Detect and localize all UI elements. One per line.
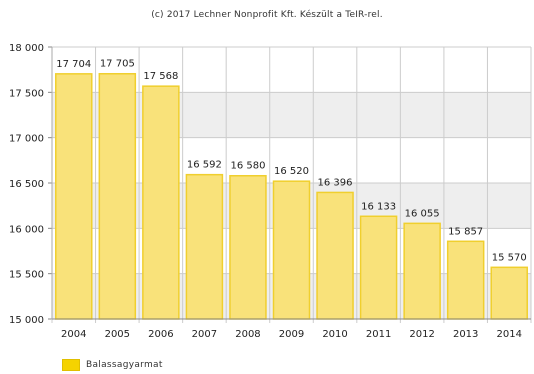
x-tick-label: 2004	[61, 329, 86, 340]
x-tick-label: 2010	[322, 329, 347, 340]
x-tick-label: 2011	[366, 329, 391, 340]
y-tick-label: 17 500	[9, 88, 44, 99]
bar	[185, 173, 224, 320]
data-label: 17 704	[56, 59, 91, 70]
data-label: 16 055	[405, 208, 440, 219]
x-tick-label: 2014	[497, 329, 522, 340]
bar	[316, 191, 354, 320]
bar	[272, 180, 311, 320]
y-tick-label: 17 000	[9, 134, 44, 145]
data-label: 15 857	[448, 226, 483, 237]
bar	[403, 222, 441, 320]
bar	[446, 240, 485, 320]
bar	[490, 266, 528, 320]
bar	[142, 85, 180, 320]
x-tick-label: 2013	[453, 329, 478, 340]
bar	[98, 72, 137, 320]
data-label: 16 592	[187, 160, 222, 171]
x-tick-label: 2012	[409, 329, 434, 340]
y-tick-label: 15 500	[9, 270, 44, 281]
legend: Balassagyarmat	[62, 359, 163, 371]
data-label: 15 570	[492, 252, 527, 263]
legend-label: Balassagyarmat	[86, 360, 163, 370]
data-label: 16 580	[230, 161, 265, 172]
x-tick-label: 2005	[105, 329, 130, 340]
data-label: 17 568	[143, 71, 178, 82]
bar	[359, 215, 398, 320]
legend-swatch	[62, 359, 80, 371]
data-label: 16 133	[361, 201, 396, 212]
x-tick-label: 2006	[148, 329, 173, 340]
data-label: 16 396	[318, 177, 353, 188]
y-tick-label: 18 000	[9, 43, 44, 54]
data-label: 16 520	[274, 166, 309, 177]
bar	[55, 73, 93, 320]
x-tick-label: 2009	[279, 329, 304, 340]
chart-caption: (c) 2017 Lechner Nonprofit Kft. Készült …	[151, 10, 383, 20]
x-tick-label: 2007	[192, 329, 217, 340]
bar	[229, 174, 267, 320]
y-tick-label: 15 000	[9, 315, 44, 326]
data-label: 17 705	[100, 59, 135, 70]
y-tick-label: 16 500	[9, 179, 44, 190]
y-tick-label: 16 000	[9, 224, 44, 235]
x-tick-label: 2008	[235, 329, 260, 340]
